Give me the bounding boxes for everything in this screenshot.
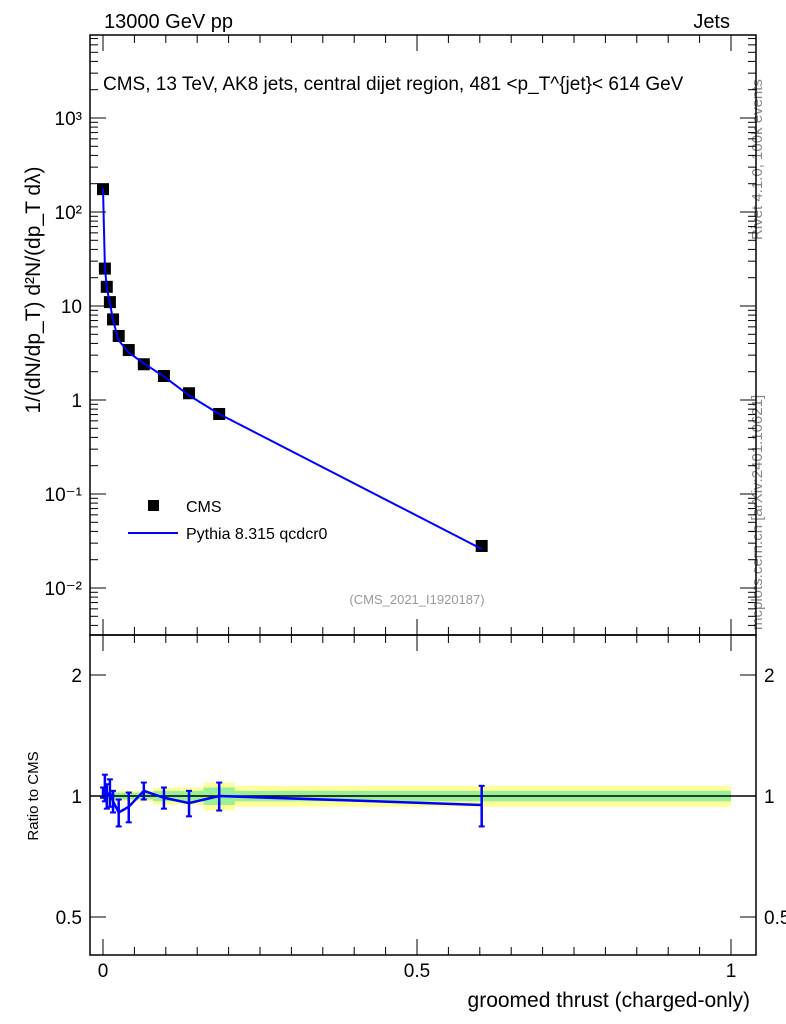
legend-marker-cms (148, 500, 159, 511)
x-tick-label: 0 (98, 961, 109, 982)
y-tick-label: 10 (61, 297, 82, 318)
ratio-y-tick-label-right: 0.5 (764, 908, 786, 929)
cms-point (475, 539, 488, 552)
mcplots-label: mcplots.cern.ch [arXiv:2401.10621] (749, 395, 766, 630)
ratio-y-tick-label: 0.5 (56, 908, 82, 929)
y-tick-label: 10² (55, 203, 82, 224)
x-axis-label: groomed thrust (charged-only) (468, 989, 750, 1012)
ratio-y-label: Ratio to CMS (25, 751, 42, 840)
x-tick-label: 1 (726, 961, 737, 982)
ratio-y-tick-label: 1 (71, 787, 82, 808)
ratio-y-tick-label: 2 (71, 666, 82, 687)
y-tick-label: 10³ (55, 109, 82, 130)
y-axis-label: 1/(dN/dp_T) d²N/(dp_T dλ) (22, 166, 45, 413)
x-tick-label: 0.5 (404, 961, 430, 982)
main-frame (89, 34, 757, 636)
legend: CMS Pythia 8.315 qcdcr0 (128, 499, 328, 543)
ratio-y-tick-label-right: 2 (764, 666, 775, 687)
rivet-label: Rivet 4.1.0, 100k events (749, 79, 766, 240)
y-tick-label: 10⁻¹ (45, 485, 83, 506)
pythia-line (102, 188, 483, 550)
y-tick-label: 10⁻² (45, 579, 83, 600)
header-left: 13000 GeV pp (104, 11, 233, 33)
cms-point (122, 344, 135, 357)
analysis-tag: (CMS_2021_I1920187) (349, 592, 484, 607)
y-tick-label: 1 (71, 391, 82, 412)
chart-title: CMS, 13 TeV, AK8 jets, central dijet reg… (103, 74, 684, 95)
ratio-y-tick-label-right: 1 (764, 787, 775, 808)
legend-label-cms: CMS (186, 499, 222, 516)
legend-label-pythia: Pythia 8.315 qcdcr0 (186, 526, 328, 543)
header-right: Jets (693, 11, 730, 33)
ratio-frame (89, 634, 757, 956)
